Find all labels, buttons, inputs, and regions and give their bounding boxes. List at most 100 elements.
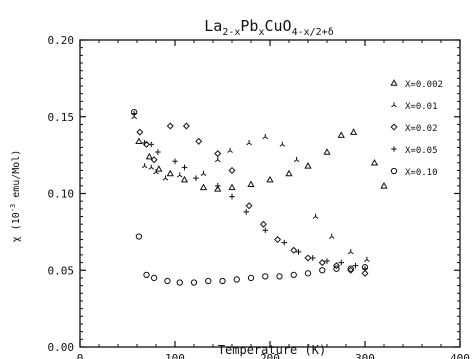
title-base: La xyxy=(204,17,222,35)
data-point xyxy=(195,137,203,145)
data-point xyxy=(141,163,148,169)
data-point xyxy=(150,156,158,164)
data-point xyxy=(309,255,316,261)
data-point xyxy=(347,265,354,272)
y-label-post: emu/Mol) xyxy=(11,150,22,204)
data-point xyxy=(295,249,302,255)
legend-marker xyxy=(390,79,398,86)
data-point xyxy=(312,213,319,219)
title-mid: Pb xyxy=(240,17,258,35)
data-point xyxy=(135,233,143,240)
y-tick-label: 0.10 xyxy=(48,188,75,201)
data-point xyxy=(155,149,161,155)
data-point xyxy=(262,133,269,140)
data-point xyxy=(304,162,312,169)
data-point xyxy=(205,277,212,285)
data-point xyxy=(324,258,330,264)
legend-marker xyxy=(391,102,397,108)
data-point xyxy=(290,246,298,254)
data-point xyxy=(361,269,369,277)
data-point xyxy=(246,140,252,146)
data-point xyxy=(145,152,153,160)
data-point xyxy=(262,227,269,234)
data-point xyxy=(166,169,174,177)
data-point xyxy=(135,137,143,145)
data-point xyxy=(219,277,226,285)
data-point xyxy=(214,156,221,163)
data-point xyxy=(180,175,189,183)
data-point xyxy=(229,193,235,200)
data-point xyxy=(148,141,155,148)
legend-label: X=0.02 xyxy=(405,124,438,134)
chart-title: La2-xPbxCuO4-x/2+δ xyxy=(204,17,333,38)
data-point xyxy=(214,183,221,189)
data-point xyxy=(364,256,370,262)
data-point xyxy=(153,169,159,175)
data-point xyxy=(176,172,183,178)
data-point xyxy=(319,267,326,274)
y-tick-label: 0.15 xyxy=(48,111,75,124)
y-tick-label: 0.05 xyxy=(48,264,75,277)
data-point xyxy=(166,122,174,130)
data-point xyxy=(349,128,358,135)
title-sub-2: x xyxy=(258,27,264,38)
data-point xyxy=(328,233,335,239)
data-point xyxy=(293,156,300,163)
data-point xyxy=(233,276,240,283)
data-point xyxy=(228,183,236,191)
y-tick-label: 0.20 xyxy=(48,34,75,47)
legend-marker xyxy=(391,146,397,152)
data-point xyxy=(245,202,253,210)
y-label-exp: -3 xyxy=(9,204,17,212)
data-point xyxy=(338,259,345,266)
data-point xyxy=(262,273,269,280)
data-point xyxy=(347,266,355,274)
data-point xyxy=(380,181,388,189)
data-point xyxy=(332,262,341,270)
data-point xyxy=(290,271,297,279)
data-point xyxy=(361,264,369,271)
title-tail: CuO xyxy=(264,17,291,35)
legend-marker xyxy=(390,167,398,175)
x-tick-label: 0 xyxy=(77,352,84,359)
data-point xyxy=(136,128,144,136)
x-tick-label: 100 xyxy=(165,352,185,359)
data-point xyxy=(228,166,236,174)
data-point xyxy=(274,236,282,244)
data-point xyxy=(276,273,283,280)
x-axis-label: Temperature (K) xyxy=(218,343,326,357)
data-point xyxy=(148,164,155,170)
legend-label: X=0.01 xyxy=(405,102,438,112)
title-sub-3: 4-x/2+δ xyxy=(292,27,334,38)
data-point xyxy=(199,183,208,191)
data-point xyxy=(176,279,183,286)
data-point xyxy=(333,265,340,272)
data-point xyxy=(243,209,250,215)
data-point xyxy=(164,277,171,285)
data-point xyxy=(214,150,222,158)
axis-ticks: 0 100 200 300 400 0.00 0.05 0.10 0.15 0.20 xyxy=(48,34,470,359)
data-point xyxy=(162,175,169,181)
data-point xyxy=(304,254,312,262)
data-point xyxy=(323,148,331,155)
data-point xyxy=(141,140,148,146)
plot-frame xyxy=(79,39,461,348)
data-point xyxy=(181,164,188,171)
data-point xyxy=(347,249,354,255)
x-tick-label: 300 xyxy=(355,352,375,359)
data-point xyxy=(247,180,255,188)
data-point xyxy=(247,274,255,282)
data-point xyxy=(193,175,199,181)
y-axis-label: χ (10-3 emu/Mol) xyxy=(9,150,22,243)
data-points xyxy=(130,108,388,286)
data-point xyxy=(227,147,233,153)
data-point xyxy=(285,169,293,177)
data-point xyxy=(318,259,326,267)
data-point xyxy=(279,141,286,147)
data-point xyxy=(352,262,359,269)
data-point xyxy=(200,170,207,176)
data-point xyxy=(143,271,150,279)
data-point xyxy=(130,108,138,116)
data-point xyxy=(214,185,222,192)
